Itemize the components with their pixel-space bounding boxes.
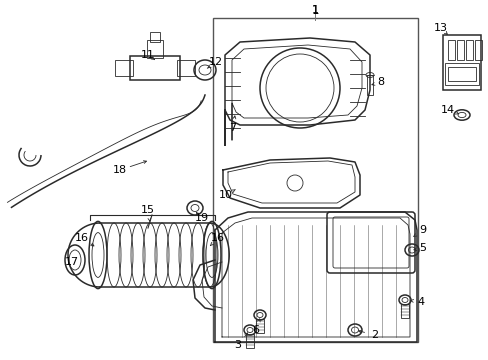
Text: 16: 16 (75, 233, 89, 243)
Bar (130, 56, 180, 80)
Text: 7: 7 (229, 123, 236, 133)
Bar (256, 319, 264, 333)
Text: 4: 4 (417, 297, 424, 307)
Text: 6: 6 (252, 325, 259, 335)
Bar (474, 40, 481, 60)
Text: 19: 19 (195, 213, 209, 223)
Bar (447, 67, 475, 81)
Bar (366, 75, 372, 95)
Text: 12: 12 (208, 57, 223, 67)
Bar (115, 60, 133, 76)
Bar (442, 35, 480, 90)
Text: 5: 5 (419, 243, 426, 253)
Bar (213, 18, 417, 342)
Bar (456, 40, 463, 60)
Text: 16: 16 (210, 233, 224, 243)
Text: 8: 8 (377, 77, 384, 87)
Text: 3: 3 (234, 340, 241, 350)
Bar (245, 334, 253, 348)
Text: 14: 14 (440, 105, 454, 115)
Bar (177, 60, 195, 76)
Bar (400, 304, 408, 318)
Text: 18: 18 (113, 165, 127, 175)
Text: 1: 1 (311, 5, 318, 15)
Text: 10: 10 (219, 190, 232, 200)
Text: 11: 11 (141, 50, 155, 60)
Text: 17: 17 (65, 257, 79, 267)
Bar (444, 63, 478, 85)
Text: 9: 9 (419, 225, 426, 235)
Text: 2: 2 (371, 330, 378, 340)
Text: 1: 1 (311, 4, 318, 17)
Bar (150, 32, 160, 42)
Text: 13: 13 (433, 23, 447, 33)
Bar (147, 40, 163, 58)
Bar (465, 40, 472, 60)
Bar (447, 40, 454, 60)
Text: 15: 15 (141, 205, 155, 215)
